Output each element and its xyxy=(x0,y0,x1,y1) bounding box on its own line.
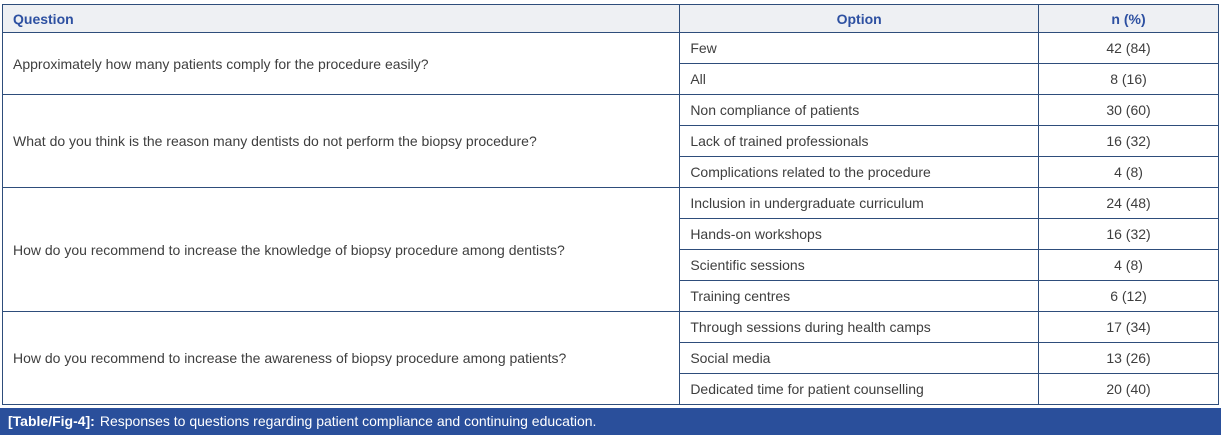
table-row: Approximately how many patients comply f… xyxy=(1,32,1219,95)
option-cell: All xyxy=(679,63,1040,95)
question-cell: How do you recommend to increase the kno… xyxy=(1,187,681,312)
caption-label: [Table/Fig-4]: xyxy=(8,413,95,429)
table-row: Complications related to the procedure 4… xyxy=(3,156,1219,188)
table-row: Social media 13 (26) xyxy=(3,342,1219,374)
n-percent-cell: 13 (26) xyxy=(1038,342,1219,374)
n-percent-cell: 16 (32) xyxy=(1038,125,1219,157)
n-percent-cell: 4 (8) xyxy=(1038,156,1219,188)
option-cell: Dedicated time for patient counselling xyxy=(679,373,1040,405)
table-row: Training centres 6 (12) xyxy=(3,280,1219,312)
n-percent-cell: 24 (48) xyxy=(1038,187,1219,219)
option-cell: Non compliance of patients xyxy=(679,94,1040,126)
n-percent-cell: 16 (32) xyxy=(1038,218,1219,250)
n-percent-cell: 42 (84) xyxy=(1038,32,1219,64)
table-caption: [Table/Fig-4]: Responses to questions reg… xyxy=(0,408,1221,435)
option-cell: Training centres xyxy=(679,280,1040,312)
table-row: Dedicated time for patient counselling 2… xyxy=(3,373,1219,405)
n-percent-cell: 8 (16) xyxy=(1038,63,1219,95)
option-cell: Scientific sessions xyxy=(679,249,1040,281)
n-percent-cell: 30 (60) xyxy=(1038,94,1219,126)
n-percent-cell: 4 (8) xyxy=(1038,249,1219,281)
option-cell: Through sessions during health camps xyxy=(679,311,1040,343)
column-header-question: Question xyxy=(1,4,681,33)
column-header-option: Option xyxy=(679,4,1040,33)
table-row: All 8 (16) xyxy=(3,63,1219,95)
n-percent-cell: 20 (40) xyxy=(1038,373,1219,405)
question-cell: What do you think is the reason many den… xyxy=(1,94,681,188)
option-cell: Social media xyxy=(679,342,1040,374)
option-cell: Hands-on workshops xyxy=(679,218,1040,250)
n-percent-cell: 6 (12) xyxy=(1038,280,1219,312)
table-row: Hands-on workshops 16 (32) xyxy=(3,218,1219,250)
option-cell: Lack of trained professionals xyxy=(679,125,1040,157)
table-row: Scientific sessions 4 (8) xyxy=(3,249,1219,281)
table-row: How do you recommend to increase the awa… xyxy=(1,311,1219,405)
header-row: Question Option n (%) xyxy=(1,4,1219,33)
table-row: What do you think is the reason many den… xyxy=(1,94,1219,188)
question-cell: How do you recommend to increase the awa… xyxy=(1,311,681,405)
responses-table: Question Option n (%) Approximately how … xyxy=(1,4,1219,405)
table-row: How do you recommend to increase the kno… xyxy=(1,187,1219,312)
option-cell: Inclusion in undergraduate curriculum xyxy=(679,187,1040,219)
option-cell: Few xyxy=(679,32,1040,64)
caption-text: Responses to questions regarding patient… xyxy=(99,413,597,429)
option-cell: Complications related to the procedure xyxy=(679,156,1040,188)
n-percent-cell: 17 (34) xyxy=(1038,311,1219,343)
column-header-n-percent: n (%) xyxy=(1038,4,1219,33)
question-cell: Approximately how many patients comply f… xyxy=(1,32,681,95)
